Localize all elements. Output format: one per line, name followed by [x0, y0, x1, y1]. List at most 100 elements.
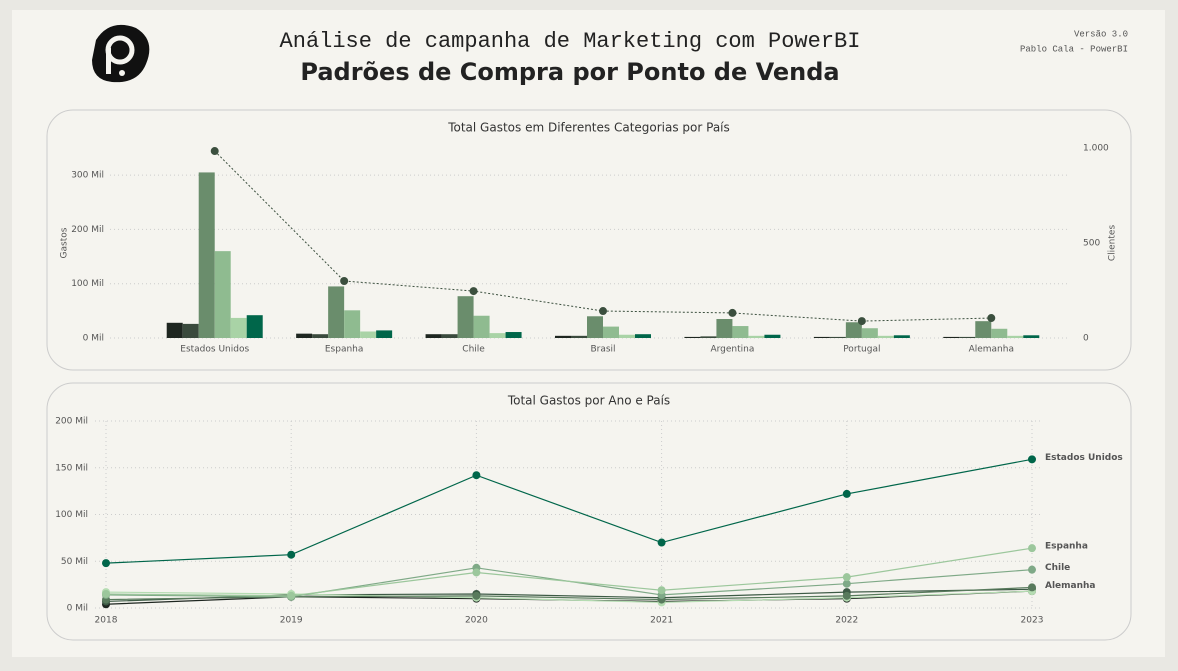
x-tick-label: Chile: [462, 345, 485, 355]
bar: [732, 326, 749, 338]
bar: [813, 336, 830, 338]
bar: [505, 332, 522, 338]
bar: [861, 328, 878, 338]
point: [842, 489, 851, 498]
point: [287, 550, 296, 559]
bar: [877, 335, 894, 338]
bar: [214, 251, 231, 338]
point: [728, 308, 737, 317]
y2-axis-label: Clientes: [1108, 225, 1118, 262]
point: [102, 559, 110, 568]
point: [472, 591, 481, 600]
y-tick-label: 0 Mil: [67, 604, 88, 614]
line: [105, 547, 1033, 597]
bar: [360, 331, 377, 338]
legend-label: Alemanha: [1045, 581, 1096, 591]
point: [842, 573, 851, 582]
point: [472, 568, 481, 577]
bar: [603, 326, 619, 338]
bar: [473, 315, 490, 338]
bar: [943, 336, 960, 338]
bar: [959, 336, 976, 338]
y2-tick-label: 1.000: [1083, 144, 1109, 154]
y-tick-label: 150 Mil: [55, 463, 88, 473]
y-tick-label: 100 Mil: [71, 279, 104, 289]
bar: [587, 316, 603, 338]
bar: [230, 317, 247, 338]
x-tick-label: Estados Unidos: [180, 345, 249, 355]
y-tick-label: 300 Mil: [71, 171, 104, 181]
legend-label: Chile: [1045, 563, 1070, 573]
bar: [619, 334, 635, 338]
bar: [376, 330, 393, 338]
bar: [182, 323, 199, 338]
x-tick-label: Alemanha: [969, 345, 1014, 355]
panel: [46, 382, 1132, 641]
point: [472, 471, 481, 480]
point: [1028, 455, 1036, 464]
x-tick-label: Portugal: [843, 345, 880, 355]
point: [842, 579, 851, 588]
bar: [764, 334, 781, 338]
x-tick-label: Brasil: [590, 345, 615, 355]
bar: [829, 336, 846, 338]
point: [857, 317, 866, 326]
point: [469, 287, 478, 296]
point: [987, 314, 996, 323]
x-tick-label: 2022: [835, 616, 858, 626]
bar: [1007, 335, 1024, 338]
bar: [489, 333, 506, 338]
line: [105, 590, 1033, 603]
bar: [344, 310, 361, 338]
bar: [457, 296, 474, 338]
x-tick-label: Argentina: [710, 345, 754, 355]
bar: [991, 328, 1008, 338]
bar: [1023, 335, 1040, 338]
point: [657, 586, 666, 595]
bar: [845, 322, 862, 338]
bar: [166, 322, 183, 338]
point: [210, 147, 219, 156]
version: Versão 3.0: [1074, 29, 1128, 39]
y-tick-label: 100 Mil: [55, 510, 88, 520]
y-axis-label: Gastos: [60, 227, 70, 258]
legend-label: Estados Unidos: [1045, 453, 1123, 463]
x-tick-label: 2018: [95, 616, 118, 626]
bar: [425, 334, 442, 338]
point: [657, 538, 666, 547]
chart-title: Total Gastos em Diferentes Categorias po…: [447, 121, 730, 135]
point: [842, 591, 851, 600]
bar: [328, 286, 345, 338]
x-tick-label: 2020: [465, 616, 488, 626]
legend-label: Espanha: [1045, 542, 1088, 552]
point: [1028, 565, 1036, 574]
bar: [748, 335, 765, 338]
bar: [296, 333, 313, 338]
line: [105, 586, 1033, 601]
bar: [893, 335, 910, 338]
point: [287, 591, 296, 600]
y-tick-label: 50 Mil: [61, 557, 88, 567]
bar: [716, 319, 733, 338]
chart-title: Total Gastos por Ano e País: [507, 394, 670, 408]
bar: [700, 336, 717, 338]
y2-tick-label: 500: [1083, 239, 1100, 249]
point: [1028, 544, 1036, 553]
header-subtitle: Padrões de Compra por Ponto de Venda: [300, 58, 839, 86]
point: [1028, 583, 1036, 592]
bar: [684, 336, 701, 338]
line: [105, 458, 1033, 564]
bar: [635, 334, 651, 338]
point: [102, 589, 110, 598]
y-tick-label: 200 Mil: [55, 417, 88, 427]
y-tick-label: 200 Mil: [71, 225, 104, 235]
x-tick-label: 2023: [1021, 616, 1044, 626]
y-tick-label: 0 Mil: [83, 334, 104, 344]
bar: [312, 334, 329, 338]
x-tick-label: Espanha: [325, 345, 364, 355]
bar: [975, 321, 992, 338]
bar: [571, 335, 587, 338]
x-tick-label: 2019: [280, 616, 303, 626]
